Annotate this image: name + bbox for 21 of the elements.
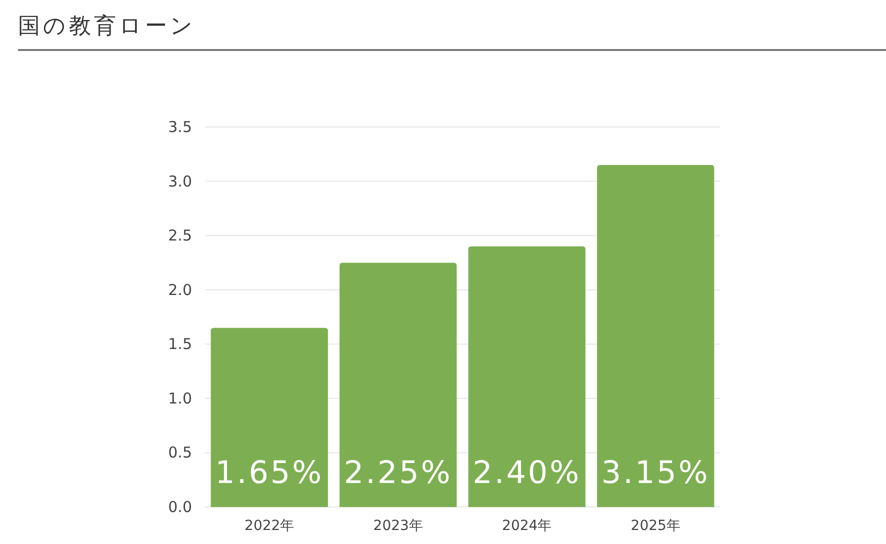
- y-tick-label: 0.0: [168, 498, 192, 516]
- chart-title: 国の教育ローン: [18, 13, 196, 39]
- bar: [340, 262, 457, 507]
- y-tick-label: 1.0: [168, 389, 192, 408]
- y-tick-label: 3.5: [168, 118, 192, 136]
- data-label: 2.25%: [344, 455, 452, 491]
- bar: [468, 246, 586, 507]
- data-label: 2.40%: [472, 455, 582, 491]
- y-tick-label: 3.0: [168, 172, 192, 190]
- y-tick-label: 2.0: [168, 280, 192, 299]
- x-tick-label: 2024年: [502, 518, 552, 534]
- y-tick-label: 1.5: [168, 335, 192, 354]
- y-tick-label: 0.5: [168, 444, 192, 462]
- x-tick-label: 2025年: [630, 518, 680, 534]
- y-tick-label: 2.5: [168, 226, 192, 245]
- bar: [210, 328, 328, 507]
- x-tick-label: 2023年: [373, 518, 423, 534]
- x-tick-label: 2022年: [244, 518, 294, 534]
- data-label: 1.65%: [215, 455, 324, 491]
- data-label: 3.15%: [601, 455, 710, 491]
- bar: [597, 165, 714, 507]
